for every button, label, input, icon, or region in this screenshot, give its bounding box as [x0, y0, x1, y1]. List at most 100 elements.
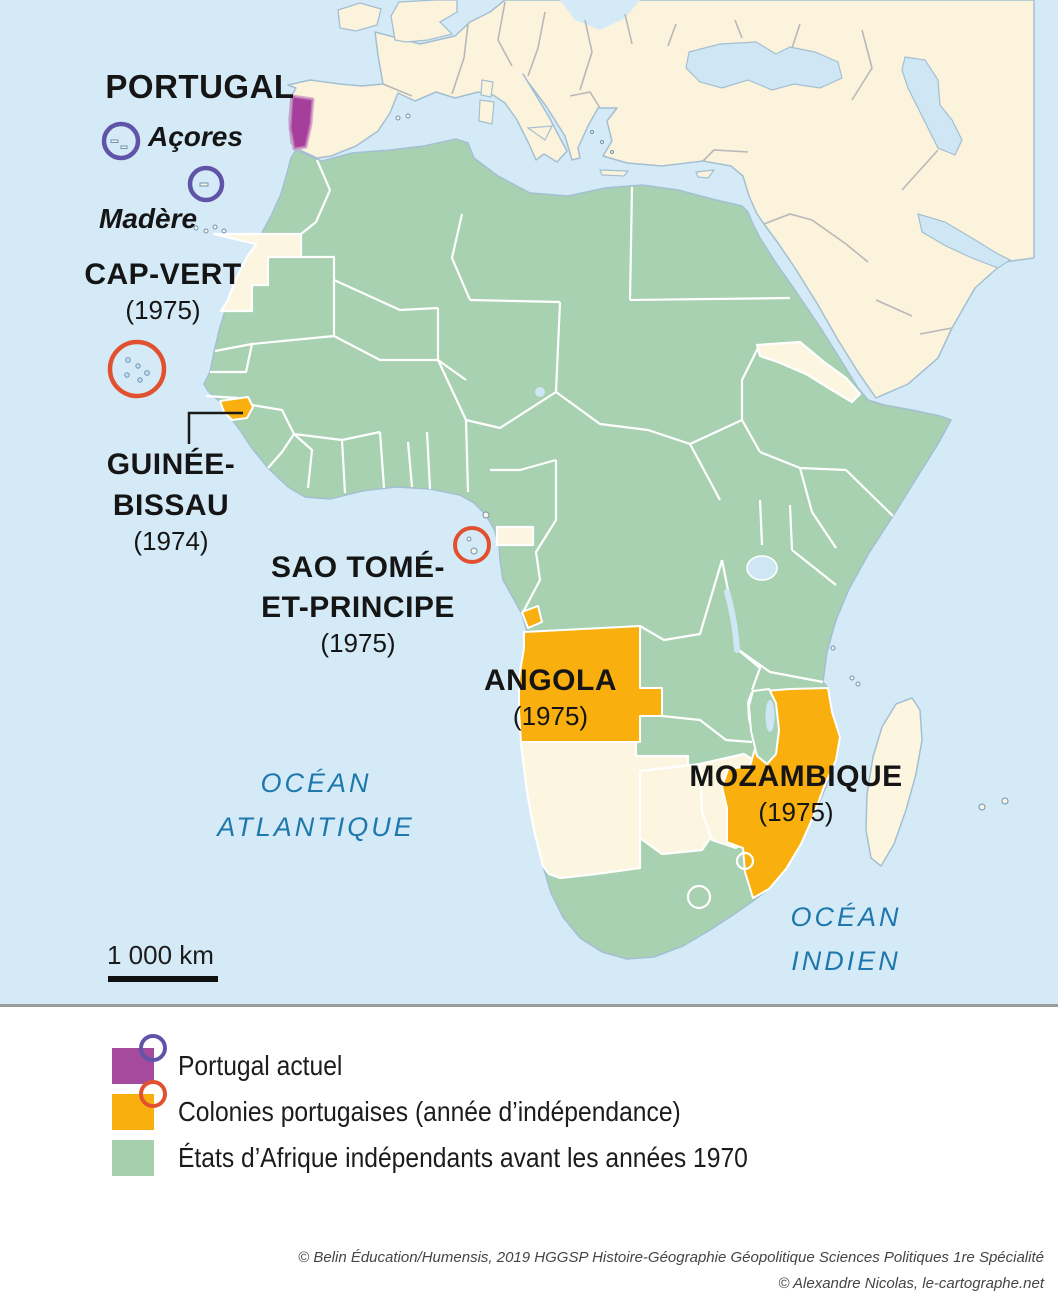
canary-islet	[193, 225, 199, 231]
border-line	[735, 647, 824, 684]
legend-label-independent: États d’Afrique indépendants avant les a…	[178, 1142, 748, 1173]
balearic-islet	[395, 115, 401, 121]
cape-verde-islet	[125, 357, 131, 363]
madere-ring	[187, 165, 225, 203]
border-line	[406, 441, 414, 488]
border-line	[875, 299, 913, 317]
border-line	[798, 467, 837, 549]
credits-line2: © Alexandre Nicolas, le-cartographe.net	[778, 1275, 1044, 1293]
baltic-sea	[560, 0, 640, 30]
eritrea-shape	[755, 340, 862, 404]
border-line	[378, 431, 386, 489]
map-svg	[101, 0, 1035, 960]
aegean-islet	[610, 150, 614, 154]
sao-tome-islet	[470, 547, 478, 555]
cape-verde-islet	[137, 377, 143, 383]
lesotho-outline	[686, 884, 712, 910]
border-line	[689, 419, 743, 445]
border-line	[450, 213, 472, 301]
border-line	[382, 83, 413, 97]
mascarene-islet	[1001, 797, 1009, 805]
cap-vert-ring	[107, 339, 167, 399]
border-line	[527, 11, 546, 77]
portugal-ring-icon	[139, 1034, 167, 1062]
crete-island	[599, 169, 630, 177]
border-line	[763, 213, 813, 225]
legend: Portugal actuel Colonies portugaises (an…	[0, 1007, 1058, 1300]
border-line	[791, 23, 801, 49]
border-line	[554, 301, 562, 393]
border-line	[702, 149, 749, 162]
corsica-island	[480, 79, 494, 98]
acores-ring	[101, 121, 141, 161]
europe-borders	[292, 1, 953, 335]
swaziland-outline	[735, 851, 755, 871]
border-line	[555, 391, 691, 446]
cabinda-shape	[521, 605, 543, 629]
border-line	[579, 19, 593, 91]
border-line	[521, 460, 558, 615]
cyprus-island	[695, 169, 716, 179]
mozambique-shape	[721, 687, 841, 899]
border-line	[788, 504, 794, 551]
border-line	[901, 149, 939, 191]
border-line	[845, 469, 894, 517]
sicily-island	[526, 125, 554, 141]
canary-islet	[203, 228, 209, 234]
eurasia-landmass	[287, 0, 1035, 399]
black-sea	[685, 41, 843, 91]
independent-swatch	[112, 1140, 154, 1176]
border-line	[919, 327, 953, 335]
cape-verde-islet	[144, 370, 150, 376]
ireland-island	[337, 2, 382, 32]
border-line	[210, 343, 254, 374]
border-line	[451, 23, 469, 95]
lake-victoria	[746, 555, 778, 581]
border-line	[811, 219, 869, 263]
lake-malawi	[765, 700, 775, 732]
sao-tome-ring	[453, 526, 491, 564]
persian-gulf	[917, 213, 1012, 269]
border-line	[639, 559, 724, 642]
border-line	[293, 433, 314, 489]
azores-islet	[110, 139, 119, 143]
legend-row-independent: États d’Afrique indépendants avant les a…	[0, 1136, 1058, 1176]
border-line	[569, 91, 601, 109]
legend-row-portugal: Portugal actuel	[0, 1034, 1058, 1084]
border-line	[629, 296, 791, 302]
legend-label-colonies: Colonies portugaises (année d’indépendan…	[178, 1096, 681, 1127]
border-line	[734, 19, 743, 39]
border-line	[758, 499, 764, 546]
sardinia-island	[478, 99, 495, 125]
madagascar-shape	[865, 697, 923, 867]
legend-row-colonies: Colonies portugaises (année d’indépendan…	[0, 1080, 1058, 1130]
angola-shape	[518, 625, 663, 743]
border-line	[689, 443, 721, 501]
balearic-islet	[405, 113, 411, 119]
credits-line1: © Belin Éducation/Humensis, 2019 HGGSP H…	[298, 1249, 1044, 1266]
aegean-islet	[590, 130, 594, 134]
lake-chad	[535, 387, 545, 397]
legend-label-portugal: Portugal actuel	[178, 1050, 343, 1081]
border-line	[791, 549, 837, 586]
comoros-islet	[855, 681, 861, 687]
border-line	[300, 159, 332, 235]
namibia-shape	[519, 740, 690, 880]
small-islands	[110, 113, 1009, 811]
bioko-islet	[482, 511, 490, 519]
credits: © Belin Éducation/Humensis, 2019 HGGSP H…	[298, 1245, 1044, 1298]
canary-islet	[212, 224, 218, 230]
portugal-shape	[288, 94, 315, 151]
border-line	[469, 298, 561, 304]
border-line	[624, 13, 633, 45]
britain-island	[390, 0, 458, 43]
border-line	[340, 439, 347, 494]
map-canvas	[0, 0, 1058, 1007]
portuguese-colonies	[219, 396, 841, 899]
azores-islet	[120, 145, 128, 149]
canary-islet	[221, 228, 227, 234]
aegean-islet	[600, 140, 604, 144]
border-line	[333, 278, 439, 312]
lake-tanganyika	[724, 589, 740, 653]
border-line	[740, 347, 761, 453]
